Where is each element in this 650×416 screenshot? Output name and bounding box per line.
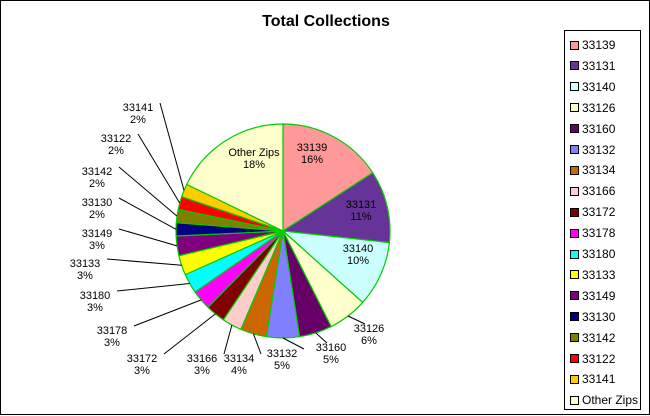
legend-swatch bbox=[570, 312, 579, 322]
leader-line-33134 bbox=[252, 333, 262, 355]
legend-swatch bbox=[570, 61, 579, 71]
pie-slice-33139 bbox=[282, 123, 374, 233]
legend-item-33139: 33139 bbox=[570, 37, 615, 53]
legend-swatch bbox=[570, 333, 579, 343]
slice-label-33133: 33133 3% bbox=[70, 258, 101, 282]
leader-line-33149 bbox=[118, 228, 178, 247]
legend-label: 33131 bbox=[582, 58, 616, 73]
slice-label-33149: 33149 3% bbox=[82, 228, 113, 252]
pie-slice-33131 bbox=[281, 171, 391, 244]
leader-line-33160 bbox=[315, 332, 328, 344]
legend-item-33130: 33130 bbox=[570, 309, 615, 325]
legend-label: 33149 bbox=[582, 288, 616, 303]
slice-label-33130: 33130 2% bbox=[82, 197, 113, 221]
legend-swatch bbox=[570, 354, 579, 363]
slice-label-33160: 33160 5% bbox=[316, 342, 347, 366]
legend-label: 33160 bbox=[582, 121, 616, 136]
legend-swatch bbox=[570, 395, 579, 405]
legend-swatch bbox=[570, 207, 579, 217]
legend-swatch bbox=[570, 228, 579, 238]
legend-label: Other Zips bbox=[582, 393, 639, 408]
leader-line-33166 bbox=[223, 324, 233, 355]
legend-swatch bbox=[570, 103, 579, 113]
legend-item-33180: 33180 bbox=[570, 246, 615, 262]
legend-swatch bbox=[570, 270, 579, 280]
legend-item-33141: 33141 bbox=[570, 371, 615, 387]
legend-label: 33126 bbox=[582, 100, 616, 115]
slice-label-33166: 33166 3% bbox=[187, 353, 218, 377]
slice-label-33139: 33139 16% bbox=[297, 142, 328, 166]
legend-label: 33141 bbox=[582, 372, 616, 387]
legend-label: 33139 bbox=[582, 38, 616, 52]
leader-line-33142 bbox=[118, 166, 178, 217]
legend-label: 33132 bbox=[582, 142, 616, 157]
legend: 33139 33131 33140 33126 33160 33132 33134 33166… bbox=[564, 30, 641, 410]
legend-swatch bbox=[570, 186, 579, 196]
pie-slice-other-zips bbox=[185, 123, 284, 232]
legend-swatch bbox=[570, 374, 579, 384]
legend-label: 33142 bbox=[582, 330, 616, 345]
legend-item-33131: 33131 bbox=[570, 58, 615, 74]
leader-line-33172 bbox=[163, 313, 216, 355]
legend-item-33166: 33166 bbox=[570, 183, 615, 199]
leader-line-33178 bbox=[133, 299, 202, 327]
slice-label-33134: 33134 4% bbox=[224, 353, 255, 377]
chart-title: Total Collections bbox=[262, 13, 390, 30]
legend-swatch bbox=[570, 165, 579, 175]
legend-item-33134: 33134 bbox=[570, 162, 615, 178]
slice-label-33180: 33180 3% bbox=[80, 290, 111, 314]
legend-item-33149: 33149 bbox=[570, 288, 615, 304]
leader-line-33130 bbox=[118, 197, 177, 230]
leader-line-33133 bbox=[106, 258, 182, 266]
slice-label-33126: 33126 6% bbox=[354, 323, 385, 347]
slice-label-33178: 33178 3% bbox=[97, 325, 128, 349]
legend-label: 33140 bbox=[582, 79, 616, 94]
slice-label-33132: 33132 5% bbox=[267, 348, 298, 372]
leader-line-33126 bbox=[347, 315, 366, 325]
slice-label-33131: 33131 11% bbox=[346, 199, 377, 223]
slice-label-33122: 33122 2% bbox=[101, 133, 132, 157]
legend-label: 33178 bbox=[582, 226, 616, 241]
legend-label: 33134 bbox=[582, 163, 616, 178]
legend-label: 33122 bbox=[582, 351, 616, 366]
legend-item-33132: 33132 bbox=[570, 142, 615, 158]
legend-swatch bbox=[570, 82, 579, 92]
legend-item-33133: 33133 bbox=[570, 267, 615, 283]
legend-item-33160: 33160 bbox=[570, 121, 615, 137]
legend-swatch bbox=[570, 124, 579, 134]
legend-item-33122: 33122 bbox=[570, 351, 615, 367]
legend-label: 33130 bbox=[582, 309, 616, 324]
legend-swatch bbox=[570, 145, 579, 154]
legend-swatch bbox=[570, 291, 579, 301]
legend-item-other-zips: Other Zips bbox=[570, 392, 638, 408]
slice-label-33142: 33142 2% bbox=[82, 166, 113, 190]
legend-item-33172: 33172 bbox=[570, 204, 615, 220]
legend-swatch bbox=[570, 249, 579, 259]
leader-line-33122 bbox=[137, 133, 181, 204]
leader-line-33141 bbox=[159, 102, 185, 191]
legend-label: 33133 bbox=[582, 267, 616, 282]
legend-item-33126: 33126 bbox=[570, 100, 615, 116]
legend-label: 33172 bbox=[582, 205, 616, 220]
legend-item-33140: 33140 bbox=[570, 79, 615, 95]
leader-line-33132 bbox=[282, 337, 305, 350]
legend-swatch bbox=[570, 40, 579, 50]
slice-label-33141: 33141 2% bbox=[123, 102, 154, 126]
legend-item-33142: 33142 bbox=[570, 330, 615, 346]
leader-line-33180 bbox=[116, 283, 190, 292]
slice-label-33140: 33140 10% bbox=[343, 243, 374, 267]
legend-label: 33180 bbox=[582, 247, 616, 261]
slice-label-33172: 33172 3% bbox=[127, 353, 158, 377]
slice-label-other-zips: Other Zips 18% bbox=[228, 147, 280, 171]
legend-label: 33166 bbox=[582, 184, 616, 199]
legend-item-33178: 33178 bbox=[570, 225, 615, 241]
